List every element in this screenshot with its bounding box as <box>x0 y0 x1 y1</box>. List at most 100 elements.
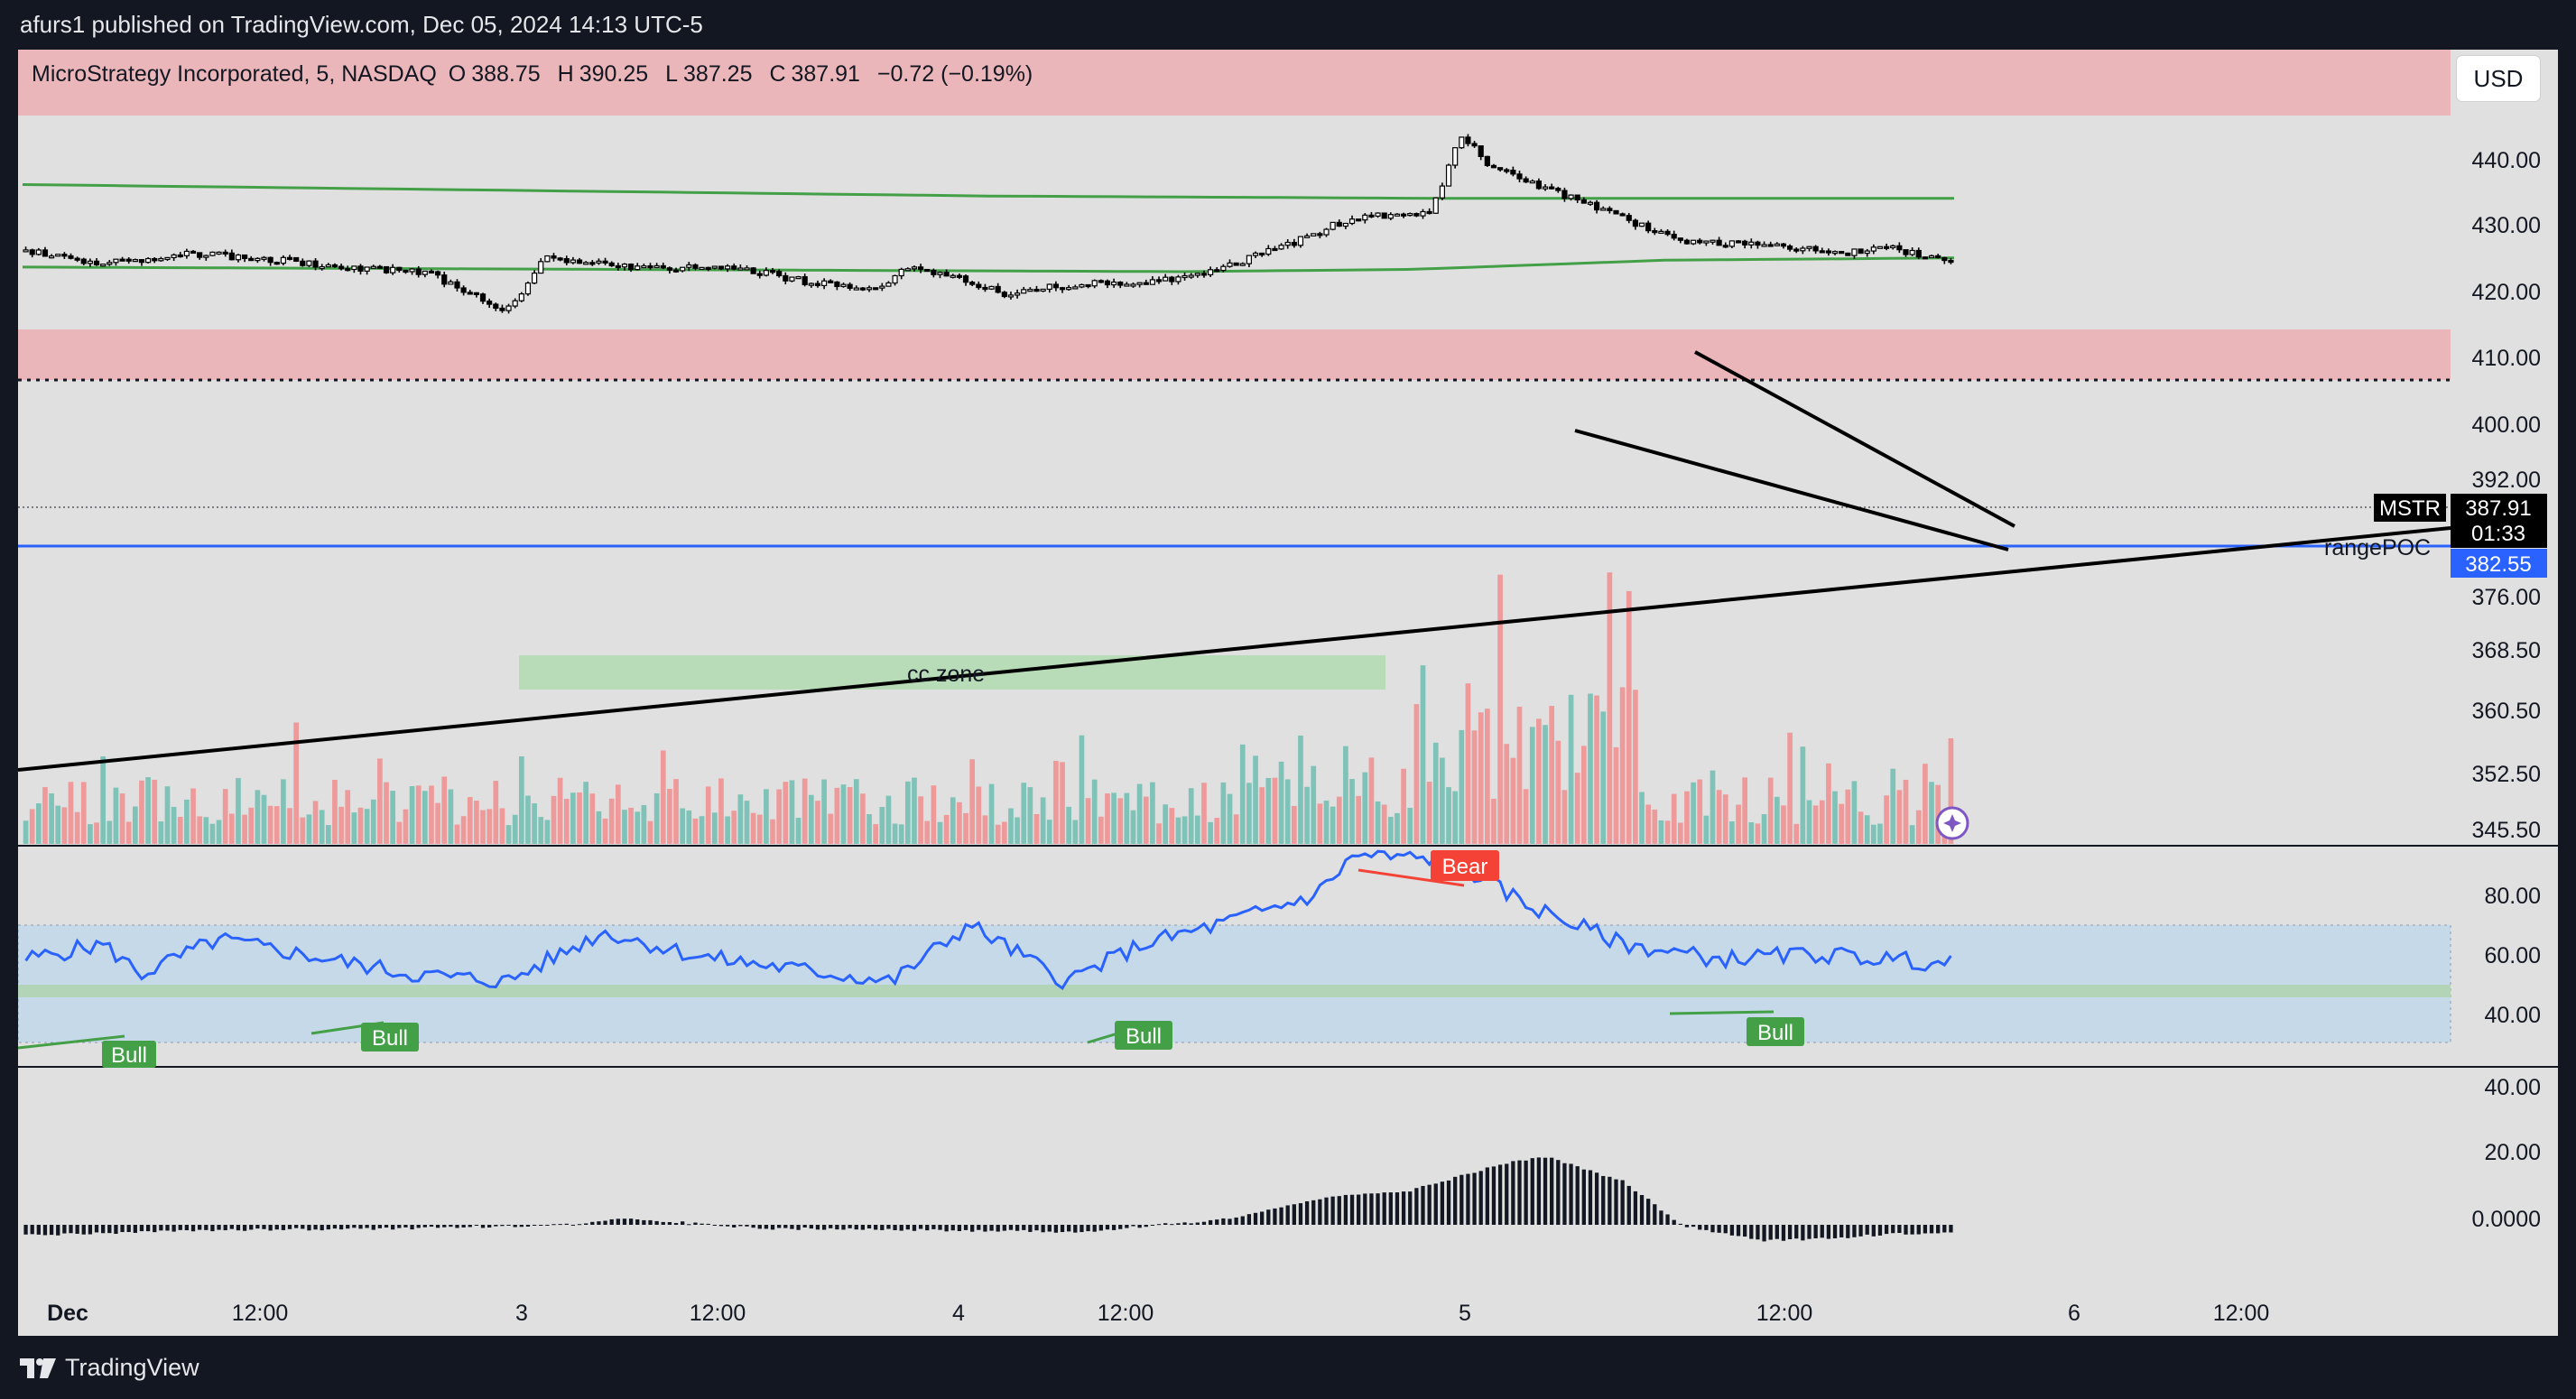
volume-bar <box>1278 761 1284 844</box>
last-price-tag[interactable]: MSTR 387.91 01:33 <box>2374 494 2547 548</box>
time-axis[interactable]: Dec 12:00 3 12:00 4 12:00 5 12:00 6 12:0… <box>47 1301 2269 1326</box>
macd-bar <box>435 1225 440 1228</box>
volume-bar <box>1188 788 1194 844</box>
candle <box>55 254 61 257</box>
candle <box>376 265 383 269</box>
candle <box>152 257 158 262</box>
rsi-axis[interactable]: 80.00 60.00 40.00 <box>2484 884 2541 1028</box>
candle <box>538 261 544 274</box>
bear-tag[interactable]: Bear <box>1431 850 1499 881</box>
supply-zone-top[interactable] <box>18 50 2451 116</box>
macd-bar <box>1144 1225 1148 1228</box>
macd-bar <box>474 1225 479 1227</box>
bull-tag[interactable]: Bull <box>361 1023 419 1052</box>
macd-bar <box>1556 1160 1561 1225</box>
volume-bar <box>1903 779 1909 844</box>
candle <box>1922 256 1928 260</box>
candle <box>1066 287 1072 291</box>
bull-tag[interactable]: Bull <box>1747 1017 1804 1046</box>
last-price: 387.91 <box>2465 496 2531 521</box>
macd-bar <box>1614 1179 1618 1225</box>
candle <box>840 283 847 288</box>
macd-bar <box>494 1225 498 1227</box>
volume-bar <box>1536 718 1542 844</box>
macd-axis[interactable]: 40.00 20.00 0.0000 <box>2472 1075 2541 1232</box>
macd-bar <box>455 1225 459 1228</box>
macd-bar <box>1080 1225 1084 1233</box>
macd-bar <box>1813 1225 1818 1238</box>
candle <box>1394 213 1401 217</box>
chart-canvas[interactable]: cc zone rangePOC Bull Bull Bull Bull <box>18 50 2558 1336</box>
volume-bar <box>1066 806 1072 844</box>
candle <box>937 272 943 275</box>
candle <box>866 287 873 291</box>
candle <box>1587 201 1594 205</box>
svg-text:Bull: Bull <box>372 1026 408 1051</box>
symbol-name[interactable]: MicroStrategy Incorporated, 5, NASDAQ <box>32 61 437 87</box>
wedge-upper-trendline[interactable] <box>1694 350 2015 528</box>
demand-zone[interactable] <box>519 655 1385 690</box>
macd-bar <box>1073 1225 1078 1233</box>
macd-bar <box>880 1225 885 1230</box>
price-axis[interactable]: 440.00 430.00 420.00 410.00 400.00 392.0… <box>2472 148 2541 843</box>
bull-tag[interactable]: Bull <box>102 1041 156 1068</box>
candle <box>1780 243 1787 247</box>
volume-bar <box>776 789 783 844</box>
wedge-lower-trendline[interactable] <box>1574 429 2009 551</box>
candle <box>1767 244 1774 247</box>
macd-bar <box>1517 1160 1522 1225</box>
macd-bar <box>796 1225 801 1230</box>
macd-bar <box>1028 1225 1033 1232</box>
candle <box>931 269 937 275</box>
candle <box>918 266 924 271</box>
macd-bar <box>1279 1207 1283 1225</box>
svg-text:3: 3 <box>515 1301 528 1326</box>
volume-bar <box>1220 782 1227 844</box>
svg-text:20.00: 20.00 <box>2484 1140 2541 1165</box>
volume-bar <box>454 824 460 844</box>
volume-bar <box>216 820 222 844</box>
tradingview-logo[interactable]: TradingView <box>20 1354 199 1382</box>
volume-bar <box>1027 787 1033 844</box>
candle <box>1098 280 1104 283</box>
macd-bar <box>346 1225 350 1229</box>
macd-bar <box>114 1225 118 1235</box>
currency-button[interactable]: USD <box>2457 56 2540 101</box>
candle <box>1722 245 1728 248</box>
candle <box>1387 214 1394 219</box>
candle <box>1015 292 1021 296</box>
bull-tag[interactable]: Bull <box>1115 1021 1172 1050</box>
volume-bar <box>853 779 859 844</box>
macd-bar <box>1053 1225 1059 1233</box>
poc-price-tag[interactable]: 382.55 <box>2451 549 2547 578</box>
volume-bar <box>1368 757 1375 844</box>
macd-bar <box>281 1225 286 1230</box>
candle <box>1169 276 1175 283</box>
macd-bar <box>1897 1225 1902 1234</box>
candle <box>29 249 35 255</box>
ascending-trendline[interactable] <box>18 526 2451 772</box>
rsi-line[interactable] <box>24 849 1952 991</box>
svg-text:60.00: 60.00 <box>2484 943 2541 968</box>
supply-zone[interactable] <box>18 329 2451 380</box>
macd-bar <box>442 1225 447 1228</box>
candle <box>1600 208 1607 211</box>
macd-bar <box>1298 1203 1303 1225</box>
rsi-band <box>18 924 2451 1043</box>
candle <box>956 274 962 278</box>
volume-bar <box>1652 809 1658 844</box>
volume-bar <box>1800 746 1806 844</box>
sparkle-icon[interactable] <box>1935 806 1969 840</box>
candle <box>628 264 635 271</box>
candle <box>1227 262 1233 267</box>
chart-area[interactable]: cc zone rangePOC Bull Bull Bull Bull <box>18 50 2558 1336</box>
svg-text:80.00: 80.00 <box>2484 884 2541 909</box>
volume-bar <box>42 787 48 844</box>
macd-bar <box>1884 1225 1889 1235</box>
volume-bar <box>499 808 505 844</box>
volume-bar <box>828 813 834 844</box>
macd-bar <box>738 1225 743 1227</box>
macd-bar <box>1581 1169 1586 1225</box>
macd-bar <box>1408 1191 1413 1225</box>
